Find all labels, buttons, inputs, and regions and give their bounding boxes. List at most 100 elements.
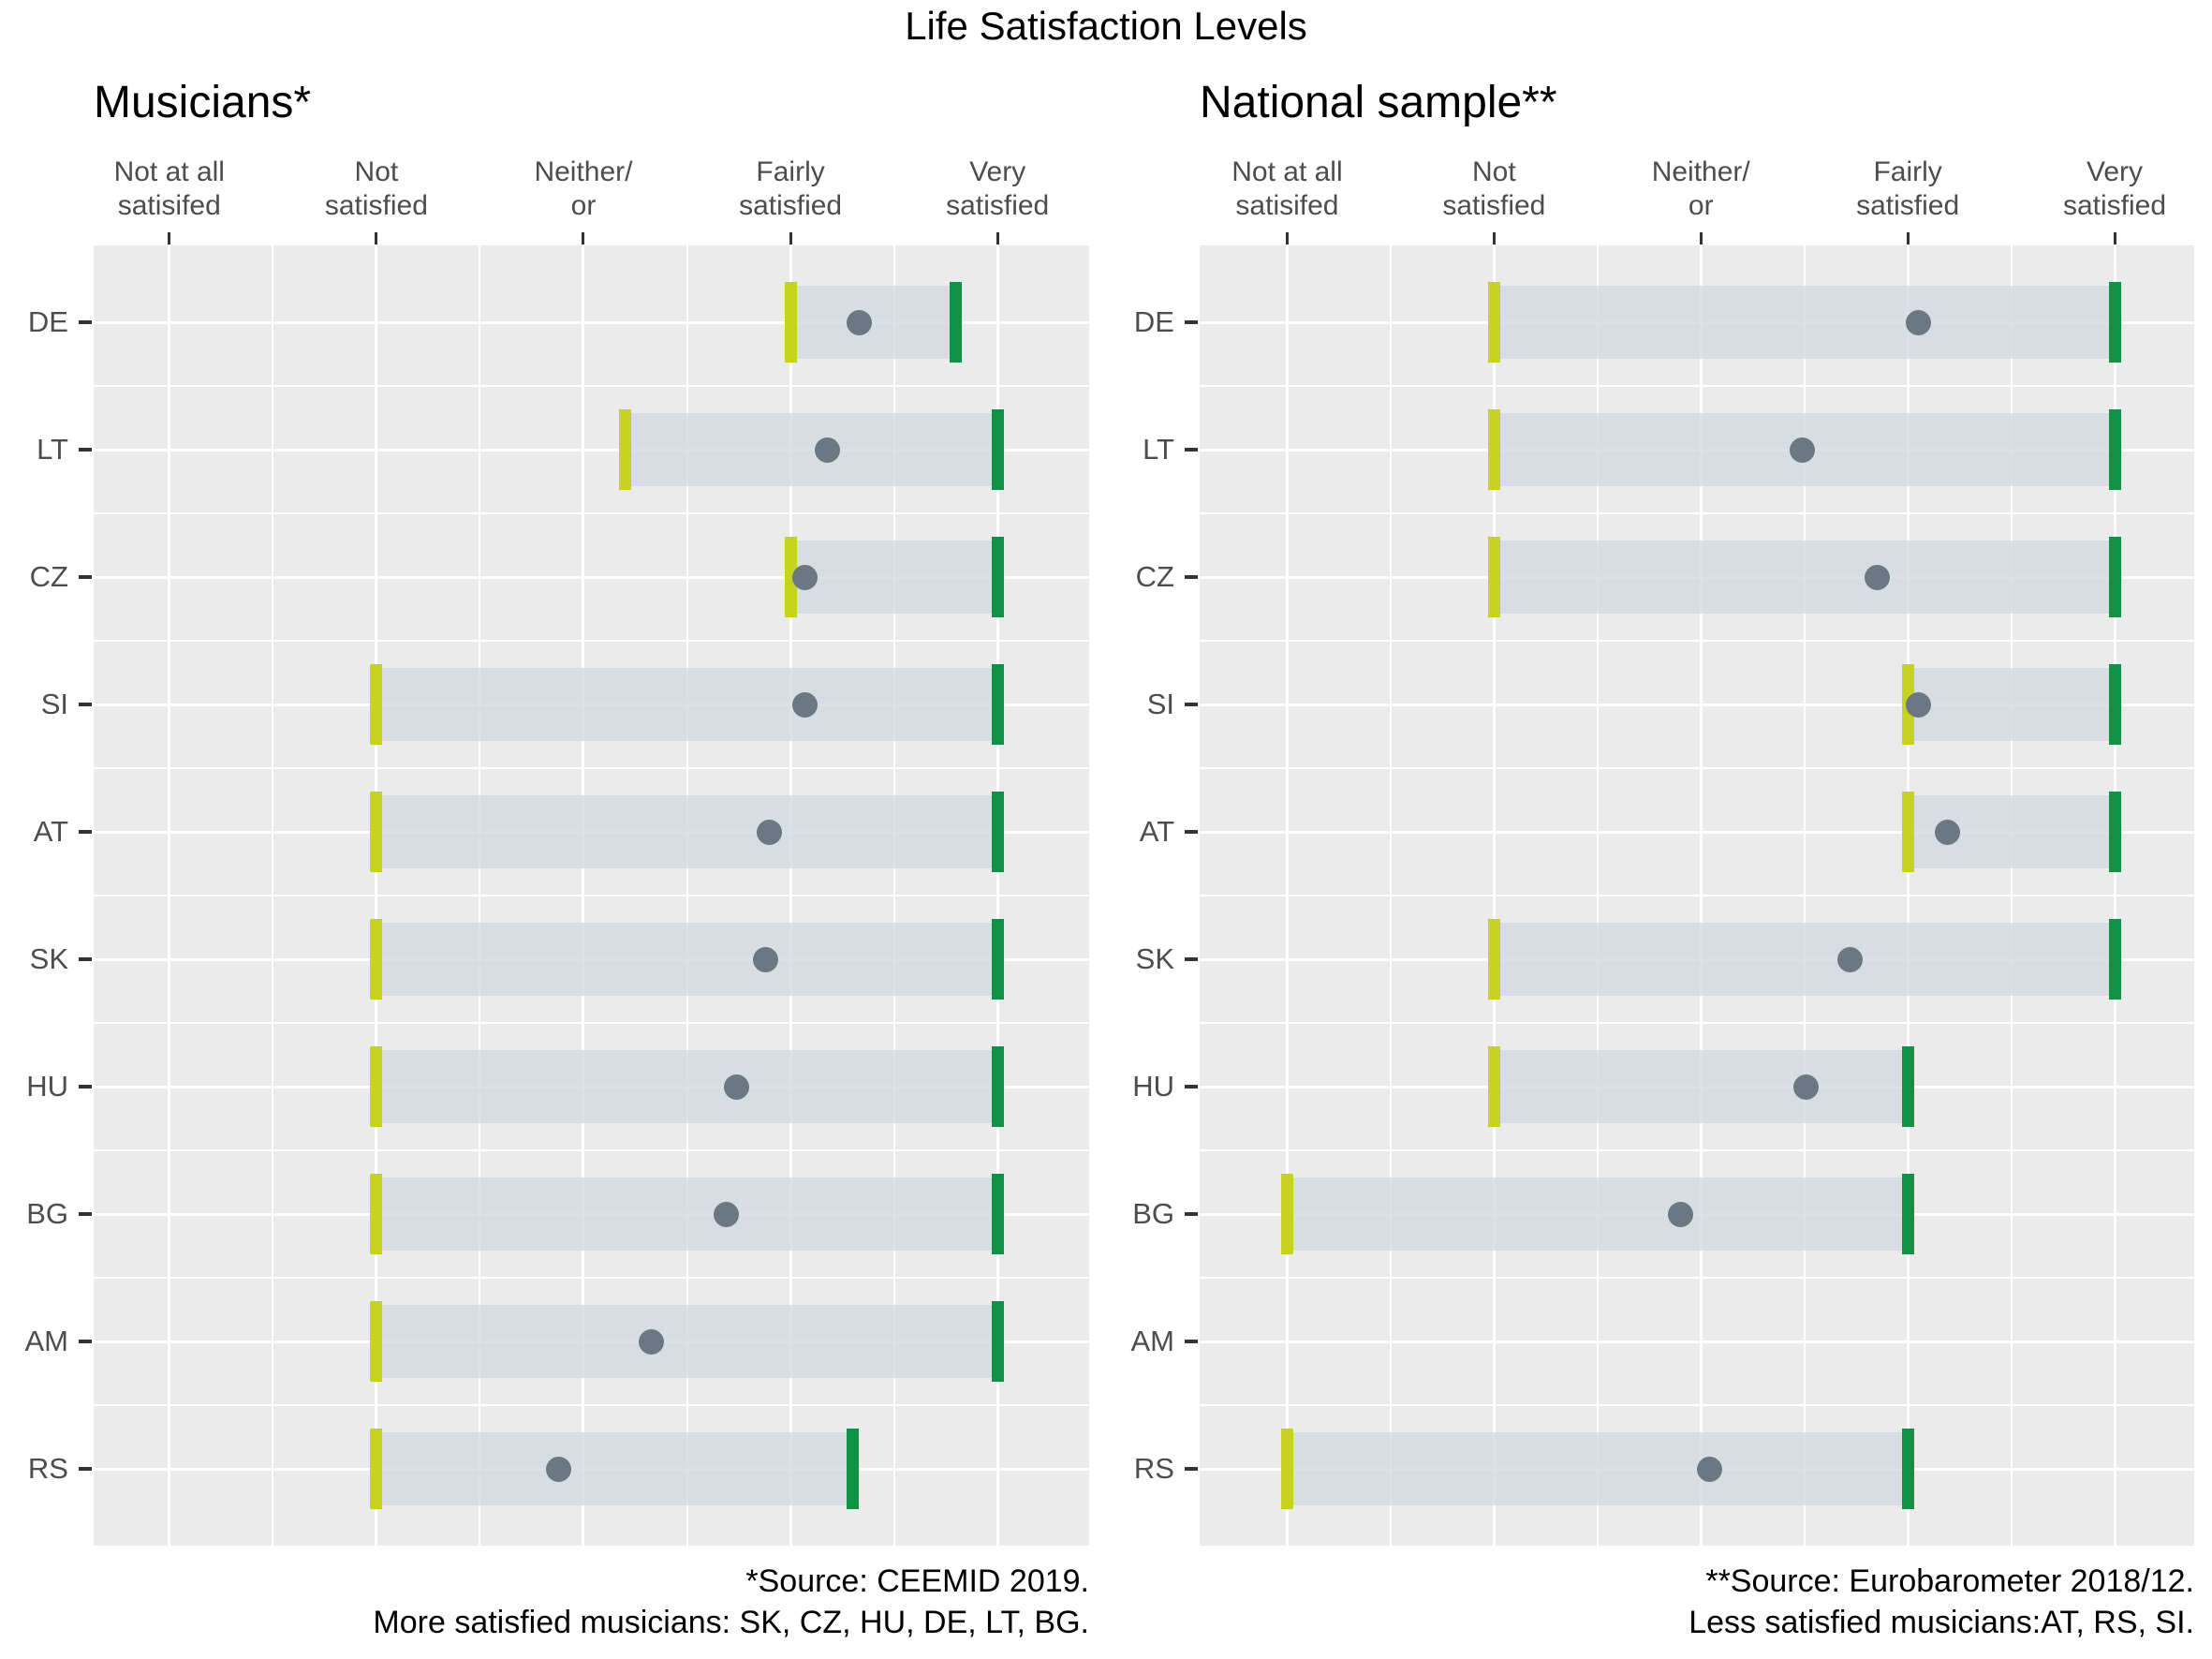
range-bar-sk [1494,923,2116,996]
gridline-horizontal-minor [94,385,1089,387]
gridline-horizontal-minor [94,1404,1089,1406]
range-bar-at [376,795,998,868]
y-axis-tick-mark [1185,1085,1198,1089]
gridline-horizontal-major [94,320,1089,324]
range-bar-hu [1494,1050,1909,1123]
y-axis-label-cz: CZ [29,560,68,593]
high-marker-si [2108,664,2121,745]
high-marker-at [991,792,1004,872]
range-bar-rs [376,1432,853,1505]
y-axis-tick-mark [79,1340,92,1343]
high-marker-sk [2108,919,2121,1000]
gridline-horizontal-minor [94,512,1089,514]
x-axis-tick-mark [582,232,585,244]
x-axis-tick-mark [1906,232,1910,244]
high-marker-at [2108,792,2121,872]
mean-dot-am [639,1328,665,1355]
y-axis-label-at: AT [33,815,68,848]
y-axis-tick-mark [1185,575,1198,579]
gridline-horizontal-major [94,448,1089,452]
mean-dot-si [792,691,818,718]
mean-dot-de [1905,309,1931,335]
high-marker-de [2108,282,2121,363]
low-marker-cz [1487,537,1500,617]
range-bar-de [790,286,956,359]
x-axis-tick-mark [1492,232,1496,244]
x-axis-label: Fairly satisfied [1856,156,1960,221]
footnote-musicians-line1: *Source: CEEMID 2019. [745,1563,1089,1599]
range-bar-si [1908,668,2116,741]
x-axis-label: Fairly satisfied [739,156,843,221]
y-axis-tick-mark [1185,830,1198,834]
x-axis-label: Very satisfied [2063,156,2167,221]
gridline-horizontal-minor [94,1277,1089,1279]
y-axis-tick-mark [1185,957,1198,961]
low-marker-hu [1487,1046,1500,1127]
mean-dot-sk [753,946,779,972]
high-marker-de [950,282,963,363]
y-axis-tick-mark [79,320,92,324]
low-marker-de [784,282,797,363]
high-marker-lt [991,409,1004,490]
range-bar-am [376,1305,998,1378]
mean-dot-bg [714,1201,740,1227]
y-axis-tick-mark [79,1212,92,1216]
low-marker-sk [1487,919,1500,1000]
gridline-horizontal-minor [1200,895,2194,896]
panel-title-musicians: Musicians* [94,78,312,127]
low-marker-rs [370,1429,383,1509]
high-marker-sk [991,919,1004,1000]
x-axis-label: Not at all satisifed [113,156,225,221]
y-axis-label-si: SI [40,688,68,720]
x-axis-tick-mark [1699,232,1703,244]
x-axis-tick-mark [1285,232,1289,244]
gridline-horizontal-minor [94,767,1089,769]
y-axis-tick-mark [79,703,92,706]
mean-dot-lt [815,437,841,463]
low-marker-at [370,792,383,872]
gridline-horizontal-minor [94,1022,1089,1024]
gridline-horizontal-major [1200,830,2194,834]
x-axis-tick-mark [375,232,378,244]
plot-area-national-sample [1200,245,2194,1546]
y-axis-label-hu: HU [26,1070,68,1103]
low-marker-bg [1280,1174,1293,1254]
y-axis-label-hu: HU [1132,1070,1174,1103]
mean-dot-hu [724,1074,750,1100]
x-axis-label: Neither/ or [1651,156,1750,221]
high-marker-am [991,1301,1004,1382]
y-axis-label-sk: SK [29,942,68,975]
y-axis-label-lt: LT [37,433,68,466]
gridline-horizontal-major [1200,1340,2194,1343]
low-marker-bg [370,1174,383,1254]
gridline-horizontal-minor [94,640,1089,642]
range-bar-rs [1287,1432,1909,1505]
y-axis-label-de: DE [27,305,68,338]
x-axis-tick-mark [168,232,171,244]
y-axis-label-rs: RS [27,1452,68,1485]
footnote-musicians-line2: More satisfied musicians: SK, CZ, HU, DE… [373,1605,1089,1640]
gridline-horizontal-minor [1200,640,2194,642]
y-axis-tick-mark [79,957,92,961]
low-marker-lt [618,409,631,490]
y-axis-label-bg: BG [1132,1197,1174,1230]
mean-dot-hu [1793,1074,1820,1100]
high-marker-hu [991,1046,1004,1127]
y-axis-tick-mark [1185,703,1198,706]
gridline-horizontal-major [1200,703,2194,706]
y-axis-tick-mark [79,1085,92,1089]
low-marker-rs [1280,1429,1293,1509]
mean-dot-at [1934,819,1960,845]
y-axis-label-rs: RS [1133,1452,1174,1485]
mean-dot-si [1905,691,1931,718]
y-axis-label-am: AM [1130,1325,1175,1357]
mean-dot-bg [1667,1201,1693,1227]
x-axis-label: Not satisfied [1442,156,1546,221]
y-axis-label-cz: CZ [1135,560,1174,593]
y-axis-label-lt: LT [1143,433,1174,466]
high-marker-bg [991,1174,1004,1254]
gridline-horizontal-minor [1200,1149,2194,1151]
range-bar-cz [1494,541,2116,614]
high-marker-cz [2108,537,2121,617]
